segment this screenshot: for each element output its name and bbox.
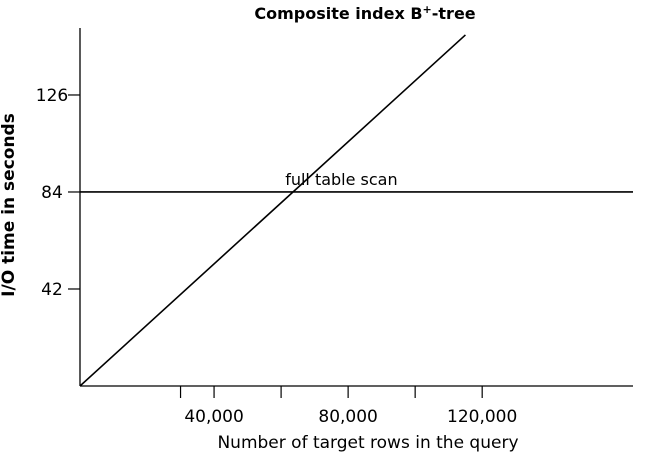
- y-ticks: [68, 94, 80, 290]
- chart-title-superscript: +: [423, 3, 432, 16]
- chart-title: Composite index B+-tree: [254, 3, 475, 23]
- y-tick-label: 84: [41, 183, 63, 203]
- x-tick-label: 40,000: [184, 407, 243, 427]
- y-tick-label: 126: [36, 86, 68, 106]
- chart-title-tail: -tree: [432, 4, 476, 23]
- index-io-line: [79, 34, 466, 387]
- y-tick-label: 42: [41, 280, 63, 300]
- chart-title-main: Composite index B: [254, 4, 422, 23]
- full-table-scan-label: full table scan: [285, 170, 397, 189]
- x-axis-label: Number of target rows in the query: [217, 433, 518, 453]
- x-tick-labels: 40,000 80,000 120,000: [184, 407, 517, 427]
- y-axis-label: I/O time in seconds: [0, 113, 19, 297]
- y-tick-labels: 42 84 126: [36, 86, 68, 300]
- x-tick-label: 80,000: [318, 407, 377, 427]
- x-ticks: [179, 386, 483, 398]
- x-tick-label: 120,000: [447, 407, 517, 427]
- series-group: [79, 34, 633, 387]
